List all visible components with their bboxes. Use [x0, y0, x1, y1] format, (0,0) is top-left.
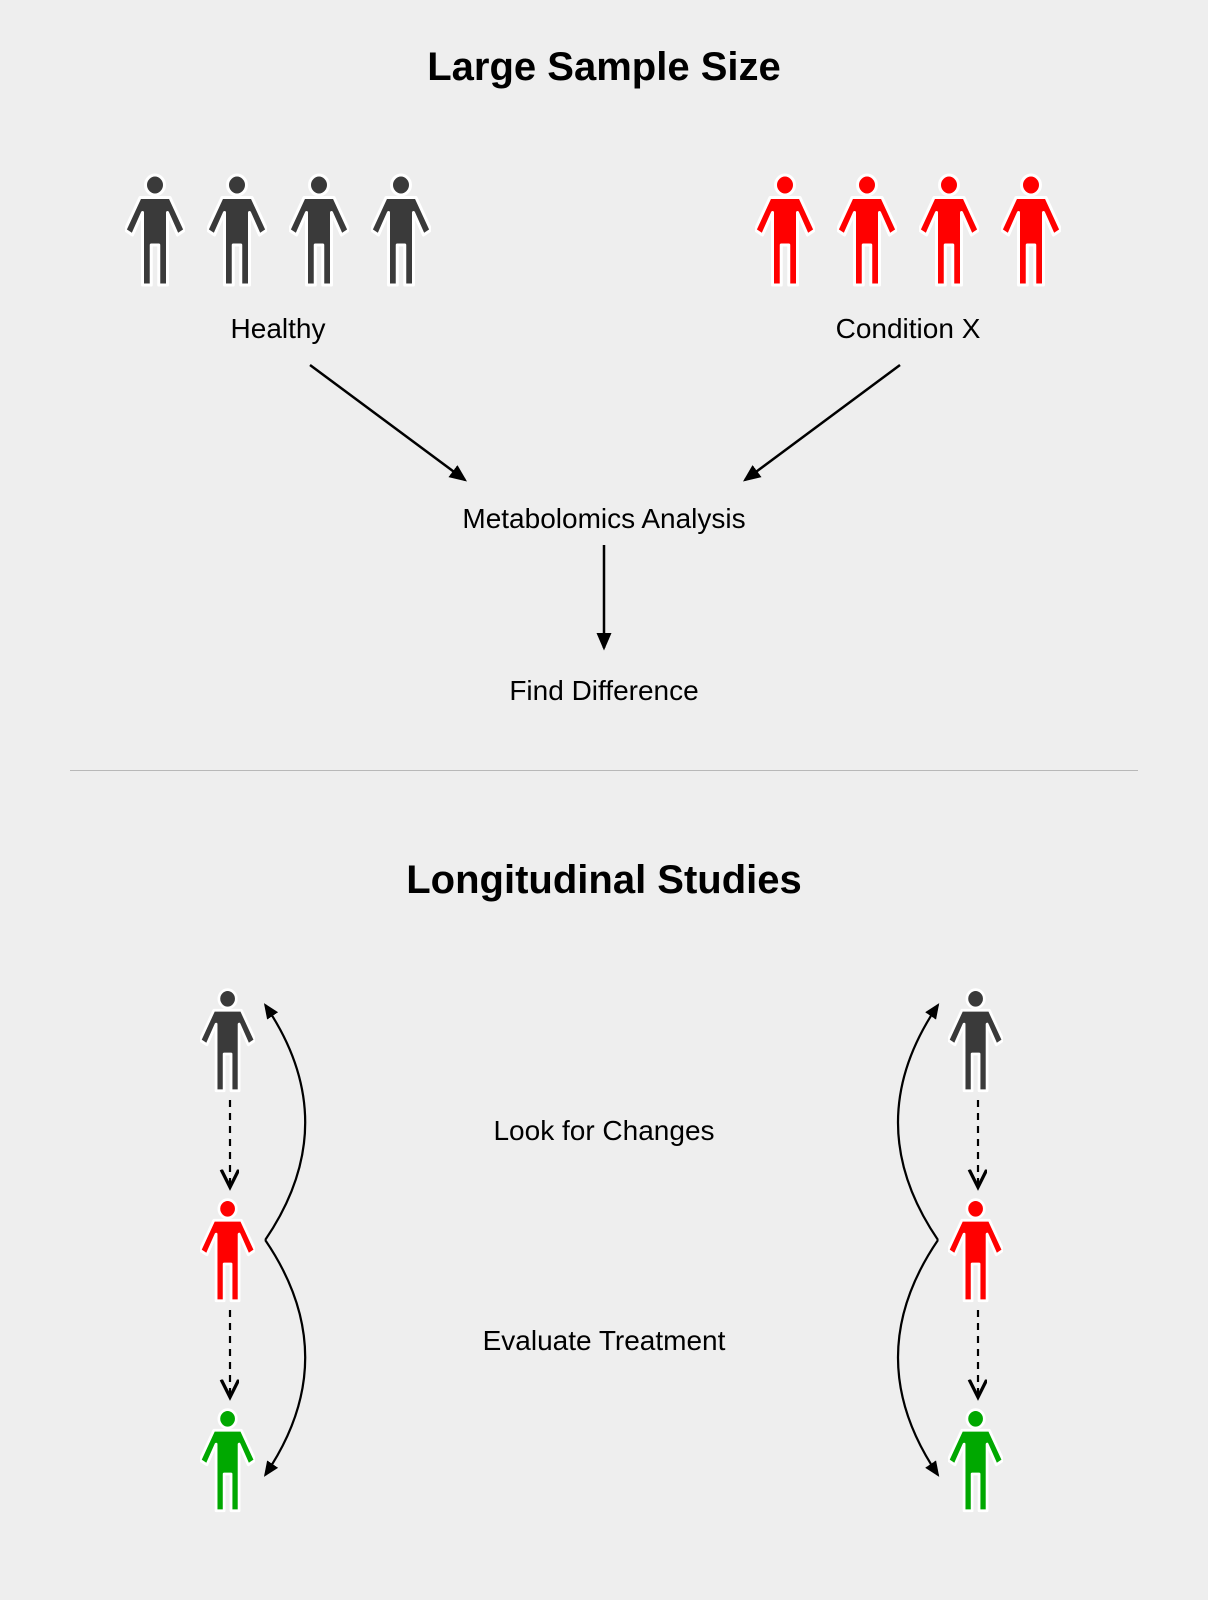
treatment-label: Evaluate Treatment [483, 1325, 726, 1357]
changes-label: Look for Changes [493, 1115, 714, 1147]
col1-curved-arrows [0, 0, 1208, 1600]
